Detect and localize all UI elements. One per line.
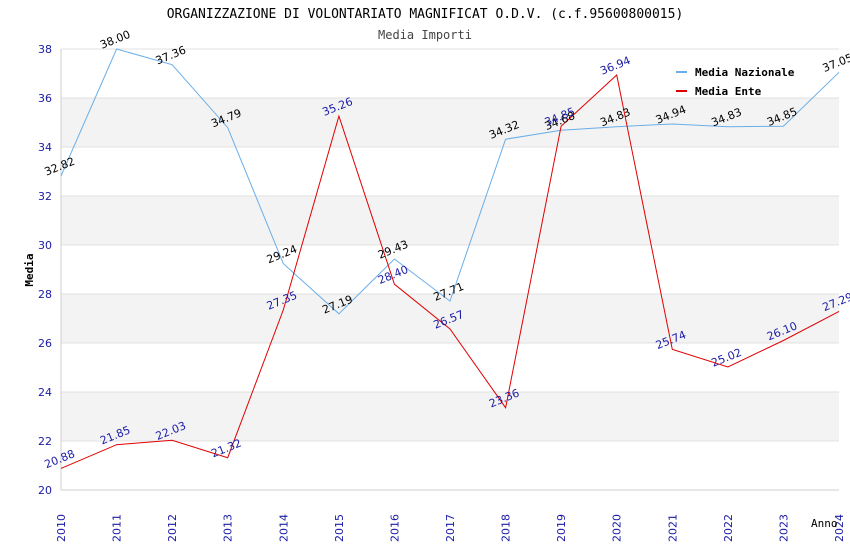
series-line-media-nazionale	[60, 48, 840, 315]
series-line-media-ente	[60, 74, 840, 469]
plot-band	[61, 98, 839, 147]
plot-band	[61, 294, 839, 343]
y-tick-label: 32	[38, 190, 52, 203]
data-label: 38.00	[98, 28, 132, 52]
data-label: 37.36	[154, 44, 188, 68]
y-tick-label: 34	[38, 141, 52, 154]
legend-label: Media Nazionale	[695, 66, 795, 79]
x-tick-label: 2019	[555, 514, 568, 542]
x-tick-label: 2010	[55, 514, 68, 542]
legend-label: Media Ente	[695, 85, 762, 98]
chart-subtitle: Media Importi	[378, 28, 472, 42]
x-tick-label: 2024	[833, 514, 846, 542]
y-tick-labels: 20 22 24 26 28 30 32 34 36 38	[38, 43, 52, 497]
chart-title: ORGANIZZAZIONE DI VOLONTARIATO MAGNIFICA…	[167, 7, 684, 22]
y-tick-label: 22	[38, 435, 52, 448]
x-tick-label: 2013	[222, 514, 235, 542]
data-label: 29.24	[265, 242, 299, 266]
axes	[60, 49, 839, 491]
plot-background-bands	[61, 98, 839, 441]
x-tick-label: 2020	[611, 514, 624, 542]
x-tick-label: 2021	[666, 514, 679, 542]
y-tick-label: 26	[38, 337, 52, 350]
y-tick-label: 24	[38, 386, 52, 399]
y-tick-label: 36	[38, 92, 52, 105]
x-axis-label: Anno	[811, 517, 838, 530]
data-label: 36.94	[598, 54, 632, 78]
data-label: 28.40	[376, 263, 410, 287]
x-tick-label: 2014	[277, 514, 290, 542]
data-label: 20.88	[43, 447, 77, 471]
y-axis-label: Media	[23, 253, 36, 286]
legend: Media Nazionale Media Ente	[676, 66, 795, 98]
y-tick-label: 30	[38, 239, 52, 252]
x-tick-labels: 2010 2011 2012 2013 2014 2015 2016 2017 2018 2019…	[55, 514, 846, 542]
y-tick-label: 20	[38, 484, 52, 497]
x-tick-label: 2011	[111, 514, 124, 542]
data-label: 37.05	[821, 51, 850, 75]
y-tick-label: 28	[38, 288, 52, 301]
data-label: 32.82	[43, 155, 77, 179]
plot-band	[61, 196, 839, 245]
x-tick-label: 2022	[722, 514, 735, 542]
x-tick-label: 2015	[333, 514, 346, 542]
x-tick-label: 2016	[388, 514, 401, 542]
plot-band	[61, 392, 839, 441]
x-tick-label: 2023	[777, 514, 790, 542]
x-tick-label: 2018	[500, 514, 513, 542]
gridlines	[61, 48, 839, 491]
y-tick-label: 38	[38, 43, 52, 56]
series-lines	[60, 48, 840, 469]
x-tick-label: 2012	[166, 514, 179, 542]
x-tick-label: 2017	[444, 514, 457, 542]
